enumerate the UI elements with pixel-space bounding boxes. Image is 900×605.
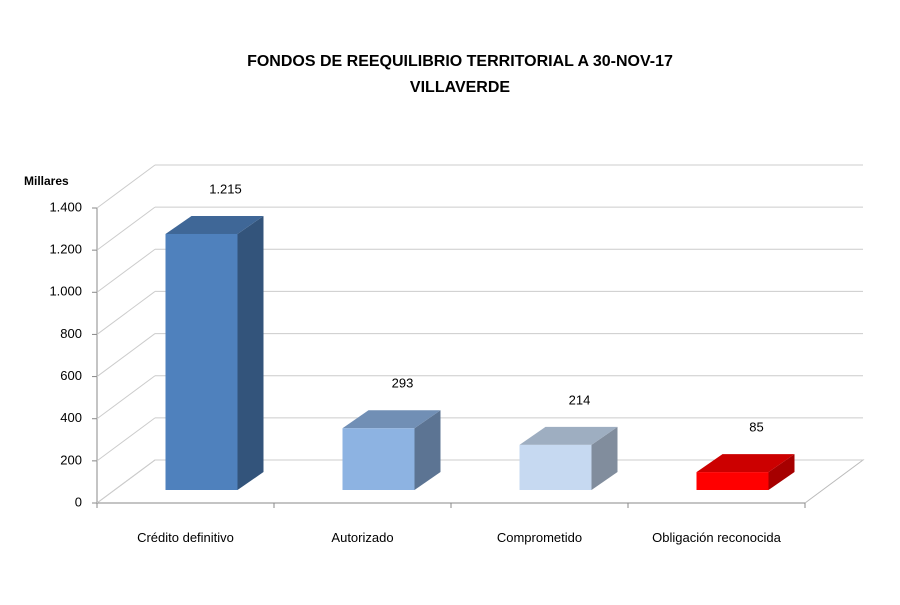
bar-top	[342, 410, 441, 429]
bar-top	[165, 215, 264, 234]
y-tick-label: 400	[60, 410, 82, 425]
grid-line	[96, 417, 156, 462]
grid-line	[96, 459, 156, 504]
x-tick-label: Obligación reconocida	[652, 530, 781, 545]
bar	[342, 428, 415, 490]
bar	[165, 233, 238, 490]
data-label: 214	[569, 392, 591, 407]
grid-line	[96, 291, 156, 335]
grid-line	[96, 248, 156, 293]
grid-line	[96, 375, 156, 420]
bar-side	[768, 454, 795, 490]
y-tick-label: 800	[60, 326, 82, 341]
chart-title: FONDOS DE REEQUILIBRIO TERRITORIAL A 30-…	[247, 53, 673, 70]
grid-line	[96, 206, 156, 251]
grid-line	[96, 164, 156, 209]
x-tick-label: Autorizado	[331, 530, 394, 545]
bar-top	[519, 426, 618, 445]
bar	[519, 444, 592, 490]
data-label: 293	[392, 376, 414, 391]
bar-top	[696, 454, 795, 473]
bar-side	[591, 426, 618, 490]
y-tick-label: 0	[75, 494, 82, 509]
y-tick-label: 1.200	[49, 242, 82, 257]
data-label: 1.215	[209, 181, 242, 196]
bar-side	[414, 410, 441, 490]
y-tick-label: 200	[60, 452, 82, 467]
y-tick-label: 1.000	[49, 284, 82, 299]
grid-line	[96, 333, 156, 377]
y-tick-label: 1.400	[49, 199, 82, 214]
x-tick-label: Crédito definitivo	[137, 530, 234, 545]
data-label: 85	[749, 420, 763, 435]
chart-subtitle: VILLAVERDE	[410, 79, 510, 96]
x-tick-label: Comprometido	[496, 530, 583, 545]
y-tick-label: 600	[60, 368, 82, 383]
y-axis-label: Millares	[24, 174, 69, 188]
bar	[696, 472, 769, 490]
bar-side	[237, 215, 264, 490]
